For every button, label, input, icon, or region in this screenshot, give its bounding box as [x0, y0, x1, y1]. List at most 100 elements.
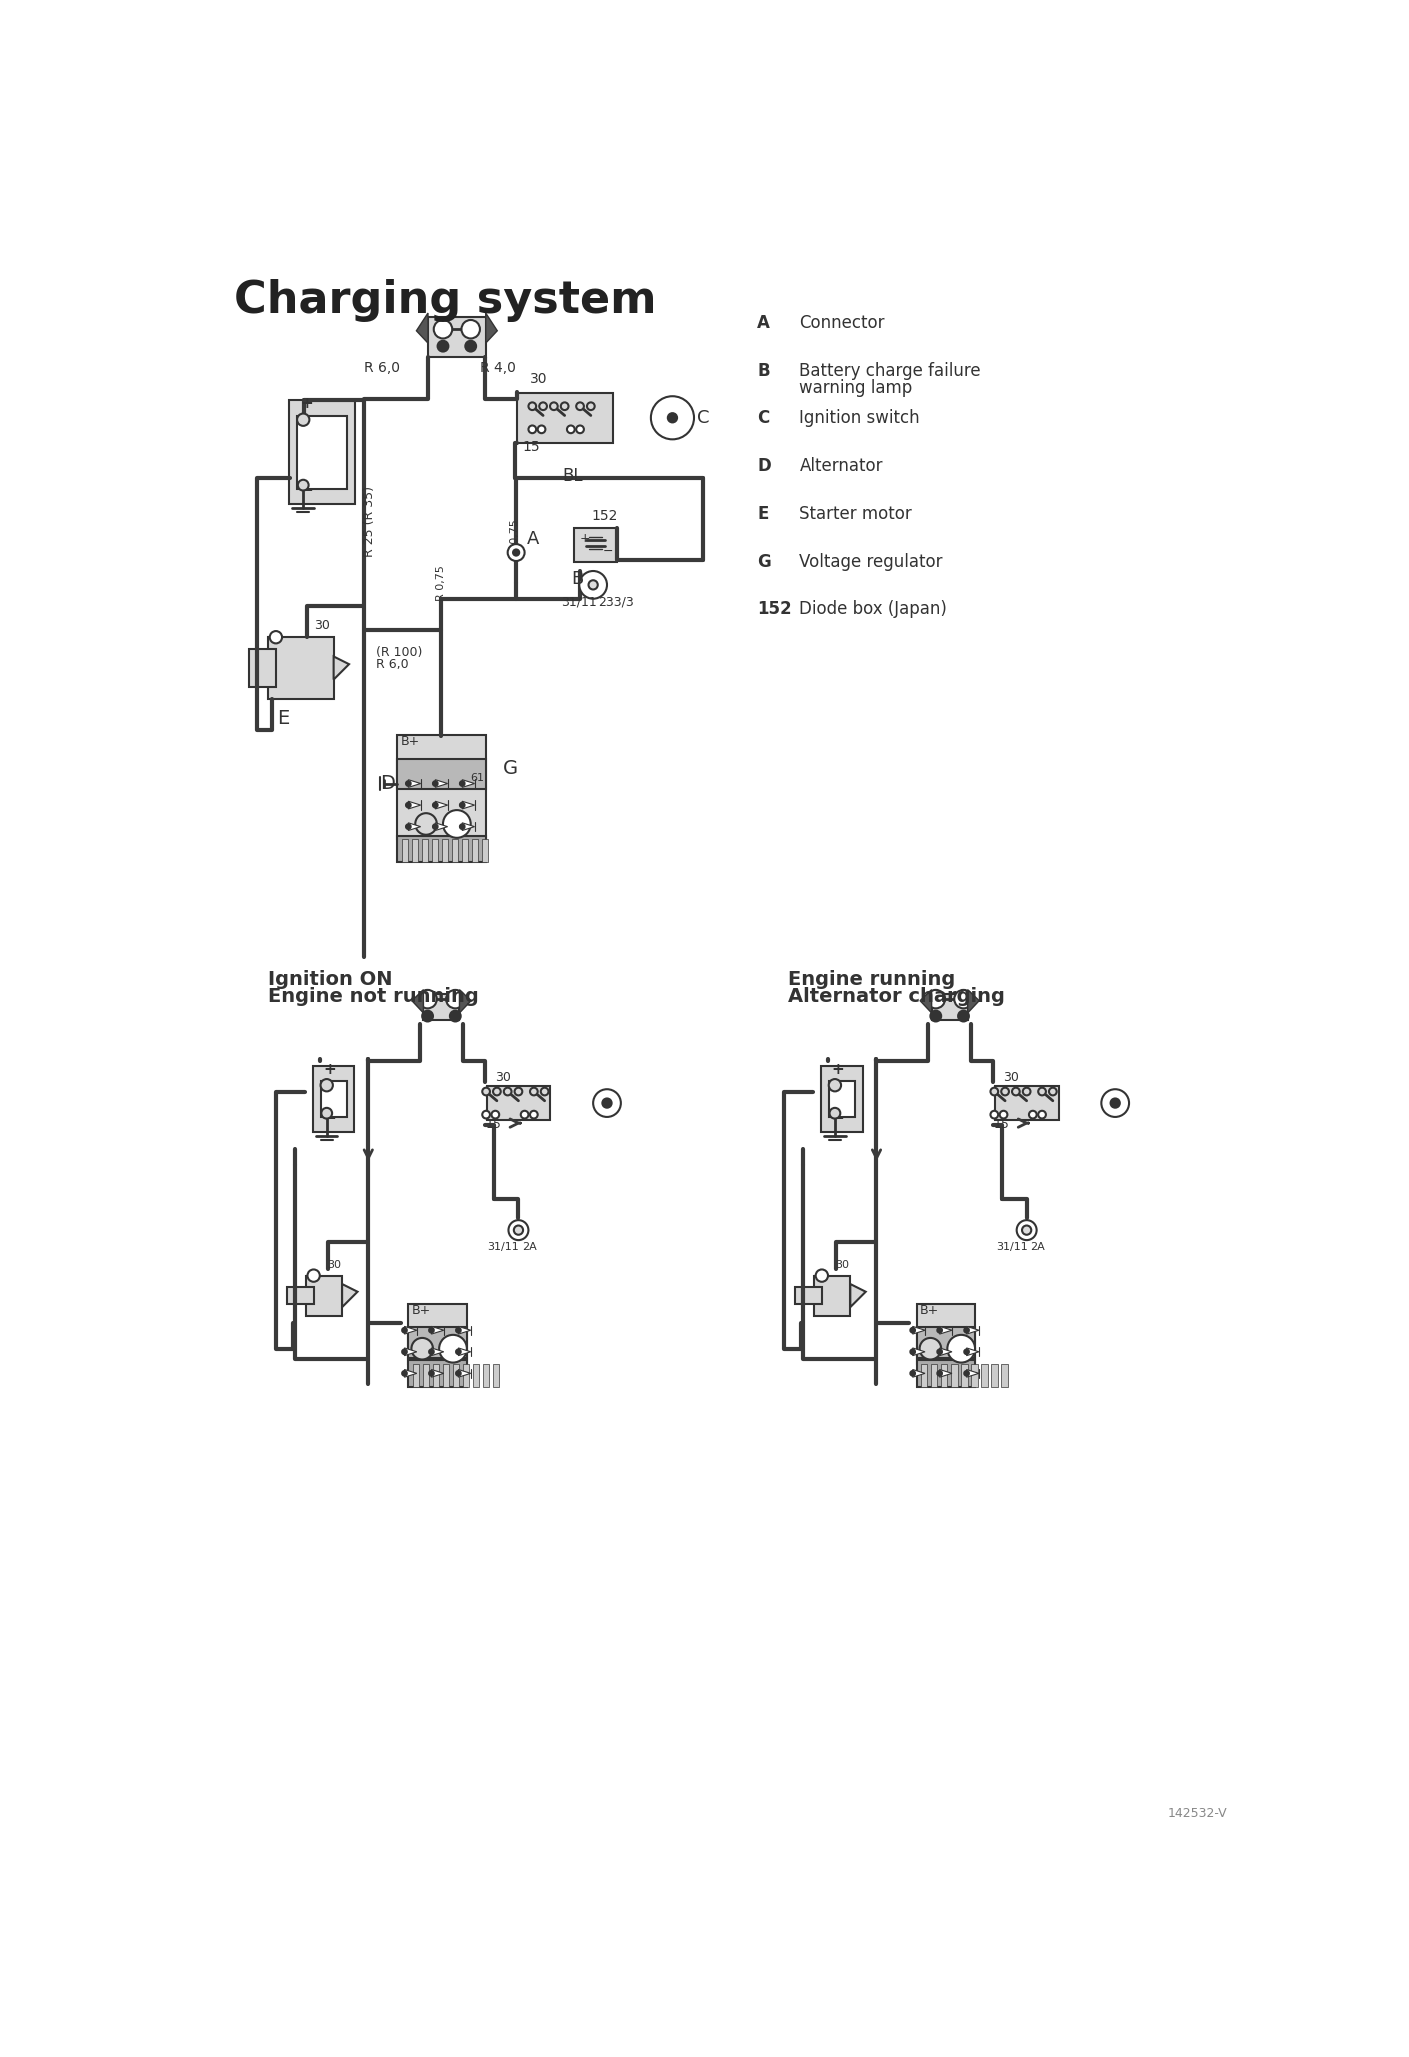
- Circle shape: [576, 403, 583, 409]
- Circle shape: [910, 1349, 914, 1354]
- Circle shape: [589, 580, 597, 590]
- Circle shape: [416, 813, 437, 835]
- Text: −: −: [831, 1111, 844, 1127]
- Circle shape: [269, 631, 282, 644]
- Text: D: D: [380, 773, 395, 794]
- Circle shape: [514, 1088, 523, 1096]
- Circle shape: [991, 1111, 998, 1119]
- Bar: [444, 1364, 449, 1386]
- Text: 30: 30: [530, 372, 548, 387]
- Polygon shape: [435, 780, 448, 788]
- Text: 30: 30: [1003, 1072, 1020, 1084]
- Circle shape: [449, 1010, 461, 1022]
- Polygon shape: [462, 823, 475, 831]
- Bar: [402, 839, 409, 862]
- Polygon shape: [968, 989, 979, 1012]
- Text: 30: 30: [496, 1072, 511, 1084]
- Polygon shape: [459, 989, 471, 1012]
- Bar: [321, 1082, 347, 1117]
- Bar: [397, 835, 486, 862]
- Polygon shape: [940, 1370, 952, 1378]
- Circle shape: [947, 1335, 975, 1362]
- Text: B+: B+: [411, 1304, 431, 1316]
- Polygon shape: [850, 1284, 865, 1306]
- Bar: [1002, 1364, 1007, 1386]
- Text: Diode box (Japan): Diode box (Japan): [799, 601, 947, 619]
- Bar: [486, 1086, 551, 1119]
- Circle shape: [521, 1111, 528, 1119]
- Bar: [409, 1304, 466, 1364]
- Circle shape: [307, 1269, 320, 1282]
- Polygon shape: [462, 780, 475, 788]
- Text: 2A: 2A: [1030, 1242, 1045, 1253]
- Bar: [423, 1364, 430, 1386]
- Bar: [931, 994, 968, 1020]
- Bar: [992, 1364, 998, 1386]
- Circle shape: [603, 1098, 612, 1109]
- Circle shape: [579, 572, 607, 599]
- Circle shape: [910, 1329, 914, 1333]
- Text: E: E: [757, 504, 768, 522]
- Bar: [828, 1082, 855, 1117]
- Bar: [428, 317, 486, 358]
- Circle shape: [964, 1329, 969, 1333]
- Bar: [941, 1364, 947, 1386]
- Circle shape: [1017, 1220, 1037, 1240]
- Text: C: C: [697, 409, 710, 426]
- Text: −: −: [603, 545, 614, 557]
- Circle shape: [540, 403, 547, 409]
- Text: 152: 152: [592, 508, 619, 522]
- Bar: [971, 1364, 978, 1386]
- Circle shape: [462, 321, 480, 339]
- Circle shape: [402, 1329, 407, 1333]
- Bar: [286, 1288, 314, 1304]
- Polygon shape: [462, 802, 475, 808]
- Circle shape: [321, 1109, 333, 1119]
- Circle shape: [1000, 1111, 1007, 1119]
- Circle shape: [954, 989, 972, 1008]
- Text: A: A: [757, 315, 771, 331]
- Circle shape: [297, 479, 309, 490]
- Text: −: −: [300, 483, 313, 498]
- Circle shape: [406, 825, 410, 829]
- Bar: [462, 839, 468, 862]
- Circle shape: [457, 1372, 461, 1376]
- Text: Alternator: Alternator: [799, 457, 883, 475]
- Bar: [917, 1360, 975, 1386]
- Polygon shape: [940, 1347, 952, 1356]
- Circle shape: [1102, 1090, 1129, 1117]
- Text: 152: 152: [757, 601, 792, 619]
- Circle shape: [430, 1349, 434, 1354]
- Circle shape: [1038, 1088, 1045, 1096]
- Circle shape: [530, 1088, 538, 1096]
- Circle shape: [459, 825, 465, 829]
- Bar: [409, 1360, 466, 1386]
- Circle shape: [418, 989, 437, 1008]
- Circle shape: [430, 1329, 434, 1333]
- Bar: [464, 1364, 469, 1386]
- Text: warning lamp: warning lamp: [799, 378, 913, 397]
- Polygon shape: [913, 1347, 924, 1356]
- Text: Ignition ON: Ignition ON: [268, 971, 393, 989]
- Text: +: +: [831, 1061, 844, 1076]
- Polygon shape: [913, 1370, 924, 1378]
- Polygon shape: [431, 1370, 444, 1378]
- Bar: [454, 1364, 459, 1386]
- Circle shape: [816, 1269, 828, 1282]
- Circle shape: [964, 1372, 969, 1376]
- Text: 15: 15: [485, 1119, 502, 1131]
- Circle shape: [1048, 1088, 1057, 1096]
- Circle shape: [1002, 1088, 1009, 1096]
- Circle shape: [964, 1349, 969, 1354]
- Circle shape: [566, 426, 575, 434]
- Bar: [413, 1364, 420, 1386]
- Circle shape: [433, 825, 438, 829]
- Circle shape: [528, 426, 537, 434]
- Bar: [795, 1288, 821, 1304]
- Circle shape: [509, 1220, 528, 1240]
- Circle shape: [406, 782, 410, 786]
- Text: R 6,0: R 6,0: [376, 658, 409, 671]
- Polygon shape: [458, 1327, 471, 1335]
- Polygon shape: [334, 656, 349, 679]
- Circle shape: [1012, 1088, 1020, 1096]
